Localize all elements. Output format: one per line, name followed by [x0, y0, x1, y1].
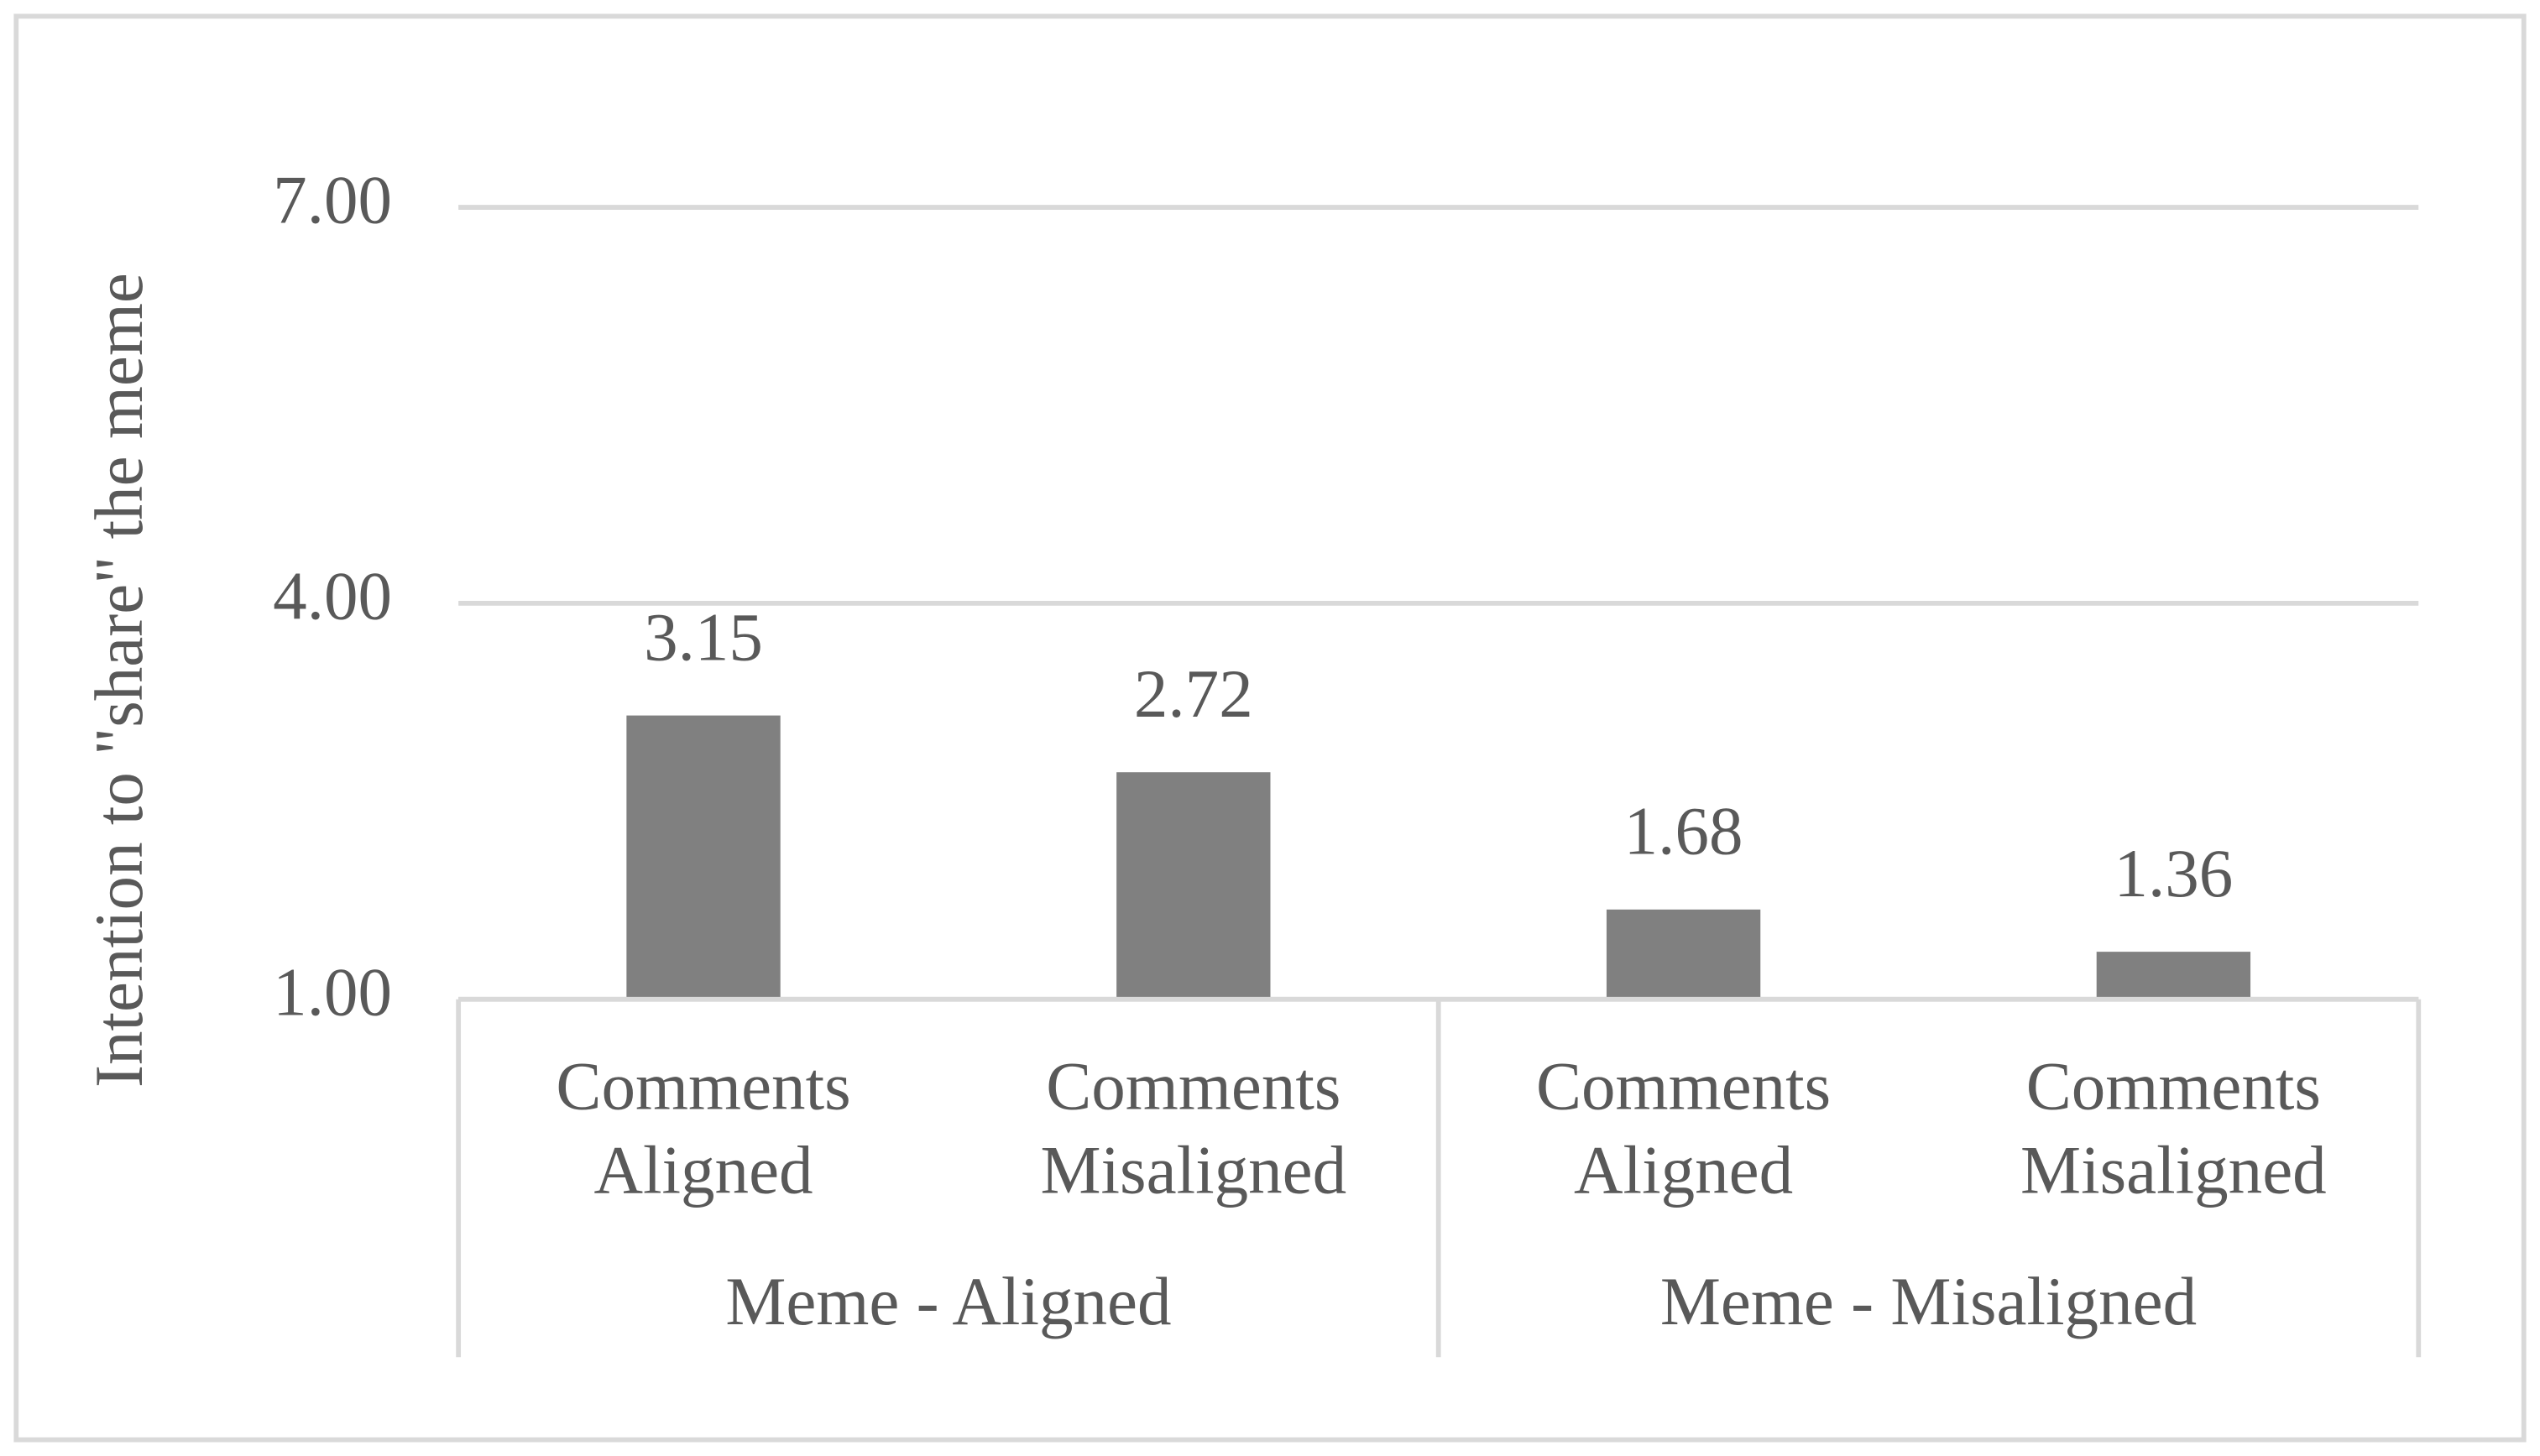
- bar: [1606, 909, 1761, 999]
- y-axis-title: Intention to "share" the meme: [81, 273, 157, 1088]
- x-tick-label: Comments: [2026, 1048, 2321, 1124]
- chart-border: [13, 13, 2527, 1443]
- group-label: Meme - Misaligned: [1660, 1264, 2197, 1339]
- group-label: Meme - Aligned: [725, 1264, 1171, 1339]
- x-tick-label: Aligned: [593, 1133, 813, 1208]
- bar: [1116, 772, 1271, 999]
- value-label: 1.68: [1624, 793, 1743, 869]
- y-tick-label: 4.00: [273, 558, 392, 634]
- y-tick-label: 7.00: [273, 163, 392, 238]
- x-tick-label: Comments: [1046, 1048, 1341, 1124]
- bar: [626, 715, 781, 999]
- value-label: 3.15: [644, 599, 763, 675]
- x-tick-label: Comments: [556, 1048, 850, 1124]
- x-tick-label: Comments: [1536, 1048, 1831, 1124]
- x-tick-label: Aligned: [1574, 1133, 1793, 1208]
- y-tick-label: 1.00: [273, 954, 392, 1030]
- x-tick-label: Misaligned: [2020, 1133, 2327, 1208]
- value-label: 1.36: [2114, 836, 2233, 911]
- x-tick-label: Misaligned: [1040, 1133, 1346, 1208]
- value-label: 2.72: [1134, 656, 1253, 732]
- bar: [2096, 952, 2251, 999]
